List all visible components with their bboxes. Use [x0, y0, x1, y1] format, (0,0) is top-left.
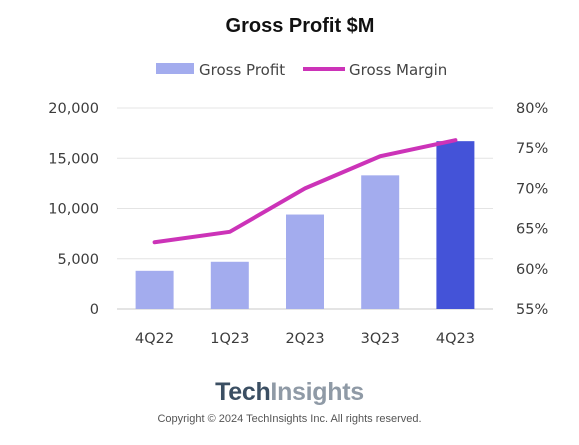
legend-label-gross-margin: Gross Margin — [349, 61, 447, 79]
chart-title: Gross Profit $M — [226, 15, 375, 37]
left-axis-tick-label: 20,000 — [48, 101, 99, 117]
right-axis-tick-label: 70% — [516, 181, 548, 197]
right-axis-tick-label: 75% — [516, 141, 548, 157]
chart-canvas: Gross Profit $M Gross Profit Gross Margi… — [48, 15, 548, 347]
right-axis-tick-label: 55% — [516, 302, 548, 318]
left-axis-tick-label: 5,000 — [57, 252, 99, 268]
bar-3q23 — [361, 175, 400, 309]
x-axis-tick-label: 2Q23 — [285, 331, 324, 347]
bar-4q22 — [135, 270, 174, 309]
bars — [135, 141, 475, 309]
right-axis-tick-label: 80% — [516, 101, 548, 117]
left-axis-tick-label: 0 — [90, 302, 99, 318]
x-axis-tick-label: 4Q23 — [436, 331, 475, 347]
x-axis-tick-label: 3Q23 — [361, 331, 400, 347]
x-axis-tick-label: 4Q22 — [135, 331, 174, 347]
left-axis-ticks: 0 5,000 10,000 15,000 20,000 — [48, 101, 99, 318]
margin-line — [152, 138, 458, 245]
legend-swatch-gross-profit — [156, 63, 194, 74]
legend: Gross Profit Gross Margin — [156, 61, 447, 79]
x-axis-ticks: 4Q22 1Q23 2Q23 3Q23 4Q23 — [135, 331, 475, 347]
right-axis-tick-label: 65% — [516, 222, 548, 238]
techinsights-logo: TechInsights — [0, 378, 579, 407]
right-axis-tick-label: 60% — [516, 262, 548, 278]
bar-2q23 — [286, 214, 324, 309]
right-axis-ticks: 55% 60% 65% 70% 75% 80% — [516, 101, 548, 318]
bar-4q23 — [436, 141, 475, 309]
bar-1q23 — [210, 261, 249, 309]
x-axis-tick-label: 1Q23 — [210, 331, 249, 347]
left-axis-tick-label: 15,000 — [48, 151, 99, 167]
copyright-text: Copyright © 2024 TechInsights Inc. All r… — [157, 413, 422, 425]
brand-part-insights: Insights — [270, 378, 364, 406]
legend-label-gross-profit: Gross Profit — [199, 61, 285, 79]
left-axis-tick-label: 10,000 — [48, 202, 99, 218]
brand-part-tech: Tech — [215, 378, 271, 406]
